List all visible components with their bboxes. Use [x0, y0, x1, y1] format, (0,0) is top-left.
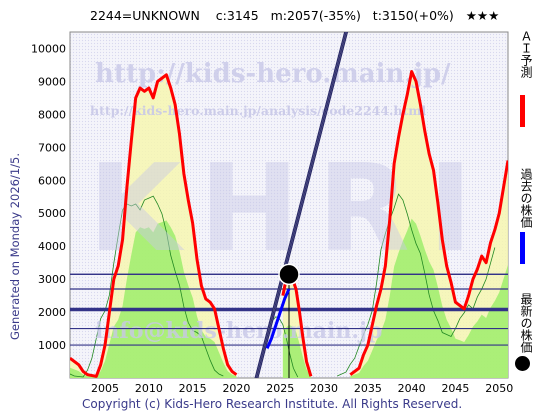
x-tick-label-0: 2005	[91, 382, 119, 395]
current-price: c:3145	[215, 8, 259, 23]
target-price: t:3150(+0%)	[372, 8, 454, 23]
chart-header: 2244=UNKNOWN c:3145 m:2057(-35%) t:3150(…	[90, 8, 499, 23]
past-price-line-3	[265, 288, 291, 349]
rating-stars: ★★★	[465, 8, 500, 23]
legend-past-label: 過去の株価	[519, 168, 533, 228]
green-indicator-line-0	[70, 195, 224, 378]
x-tick-label-1: 2010	[135, 382, 163, 395]
x-tick-label-3: 2020	[222, 382, 250, 395]
watermark-big: KHRI	[88, 140, 490, 279]
legend-latest-label: 最新の株価	[519, 293, 533, 353]
ai-green-area-0	[70, 220, 237, 378]
y-tick-label-8: 9000	[38, 75, 66, 88]
x-tick-label-4: 2025	[266, 382, 294, 395]
legend-latest-swatch	[515, 356, 530, 371]
ai-green-area-1	[282, 324, 311, 378]
legend-past-swatch	[520, 232, 525, 264]
y-tick-label-5: 6000	[38, 174, 66, 187]
watermark-analysis-url: http://kids-hero.main.jp/analysis/code22…	[90, 103, 426, 118]
y-tick-label-9: 10000	[31, 42, 66, 55]
generated-date: Generated on Monday 2026/1/5.	[8, 152, 22, 340]
y-tick-label-4: 5000	[38, 207, 66, 220]
x-tick-label-7: 2040	[398, 382, 426, 395]
x-tick-label-8: 2045	[441, 382, 469, 395]
copyright-footer: Copyright (c) Kids-Hero Research Institu…	[82, 397, 463, 411]
y-tick-label-0: 1000	[38, 339, 66, 352]
watermark-email: info@kids-hero.main.jp	[95, 318, 382, 344]
green-indicator-line-2	[337, 193, 496, 377]
trend-band-center	[255, 32, 347, 378]
legend-ai-label: ＡＩ予測	[519, 30, 533, 78]
y-tick-label-7: 8000	[38, 108, 66, 121]
x-tick-label-6: 2035	[354, 382, 382, 395]
legend-ai-swatch	[520, 95, 525, 127]
y-tick-label-2: 3000	[38, 273, 66, 286]
y-tick-label-6: 7000	[38, 141, 66, 154]
mean-price: m:2057(-35%)	[270, 8, 361, 23]
y-tick-label-1: 2000	[38, 306, 66, 319]
watermark-url: http://kids-hero.main.jp/	[95, 59, 451, 89]
ai-forecast-line-0	[70, 73, 238, 378]
ai-forecast-line-2	[349, 70, 508, 376]
y-tick-label-3: 4000	[38, 240, 66, 253]
stock-code: 2244=UNKNOWN	[90, 8, 200, 23]
x-tick-label-9: 2050	[485, 382, 513, 395]
x-tick-label-5: 2030	[310, 382, 338, 395]
plot-layer: http://kids-hero.main.jp/http://kids-her…	[70, 32, 508, 378]
latest-price-point	[278, 263, 300, 286]
ai-green-area-2	[350, 218, 508, 378]
x-tick-label-2: 2015	[179, 382, 207, 395]
